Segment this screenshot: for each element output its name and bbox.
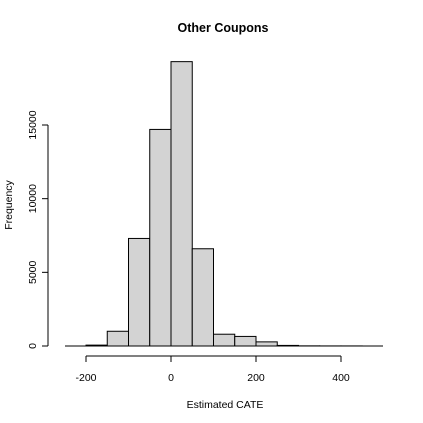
x-axis-label: Estimated CATE [187, 399, 264, 411]
x-tick-label: 200 [247, 372, 265, 384]
histogram-bar [276, 344, 299, 347]
chart-title: Other Coupons [178, 21, 269, 35]
y-axis: 0 5000 10000 15000 [27, 110, 49, 349]
histogram-bar [149, 128, 172, 347]
histogram-bar [85, 344, 108, 347]
bars-group [65, 61, 383, 347]
histogram-bar [255, 341, 278, 347]
x-axis: -200 0 200 400 [75, 355, 350, 384]
x-tick-label: 400 [332, 372, 350, 384]
histogram-bar [213, 333, 236, 347]
x-tick-label: -200 [75, 372, 96, 384]
histogram-bar [234, 335, 257, 347]
y-tick-label: 5000 [27, 260, 39, 284]
histogram-bar [128, 237, 151, 347]
y-tick-label: 10000 [27, 184, 39, 213]
histogram-bar [170, 61, 193, 347]
x-tick-label: 0 [168, 372, 174, 384]
y-tick-label: 0 [27, 343, 39, 349]
histogram-bar [106, 330, 129, 347]
histogram-bar [191, 248, 214, 347]
y-axis-label: Frequency [3, 179, 15, 229]
y-tick-label: 15000 [27, 110, 39, 139]
